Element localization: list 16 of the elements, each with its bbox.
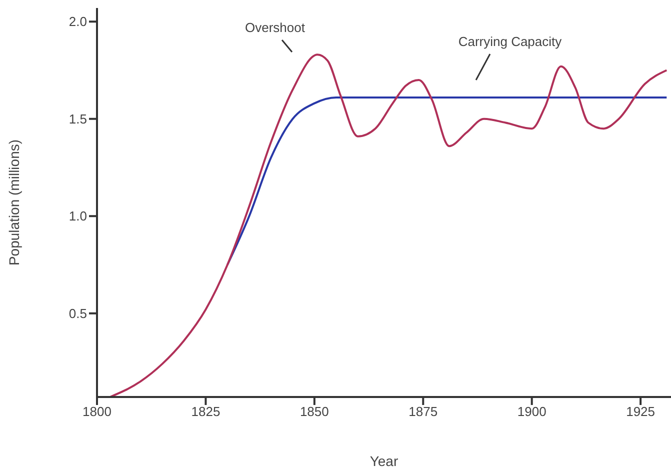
y-tick-label: 2.0 [68,14,87,30]
y-tick-label: 0.5 [68,306,87,321]
annotation: Carrying Capacity [458,34,562,49]
line-series [226,96,668,266]
x-tick-label: 1900 [517,404,546,420]
x-tick-label: 1800 [82,404,112,420]
x-tick-label: 1825 [191,404,220,420]
y-tick-label: 1.5 [68,111,87,126]
line-series [109,54,668,397]
x-tick-label: 1850 [300,404,329,420]
y-tick-label: 1.0 [68,208,87,224]
annotation: Overshoot [245,20,306,35]
x-tick-label: 1925 [626,404,656,420]
x-tick-label: 1875 [408,404,438,420]
y-axis-title: Population (millions) [6,139,22,266]
x-axis-title: Year [370,453,398,469]
